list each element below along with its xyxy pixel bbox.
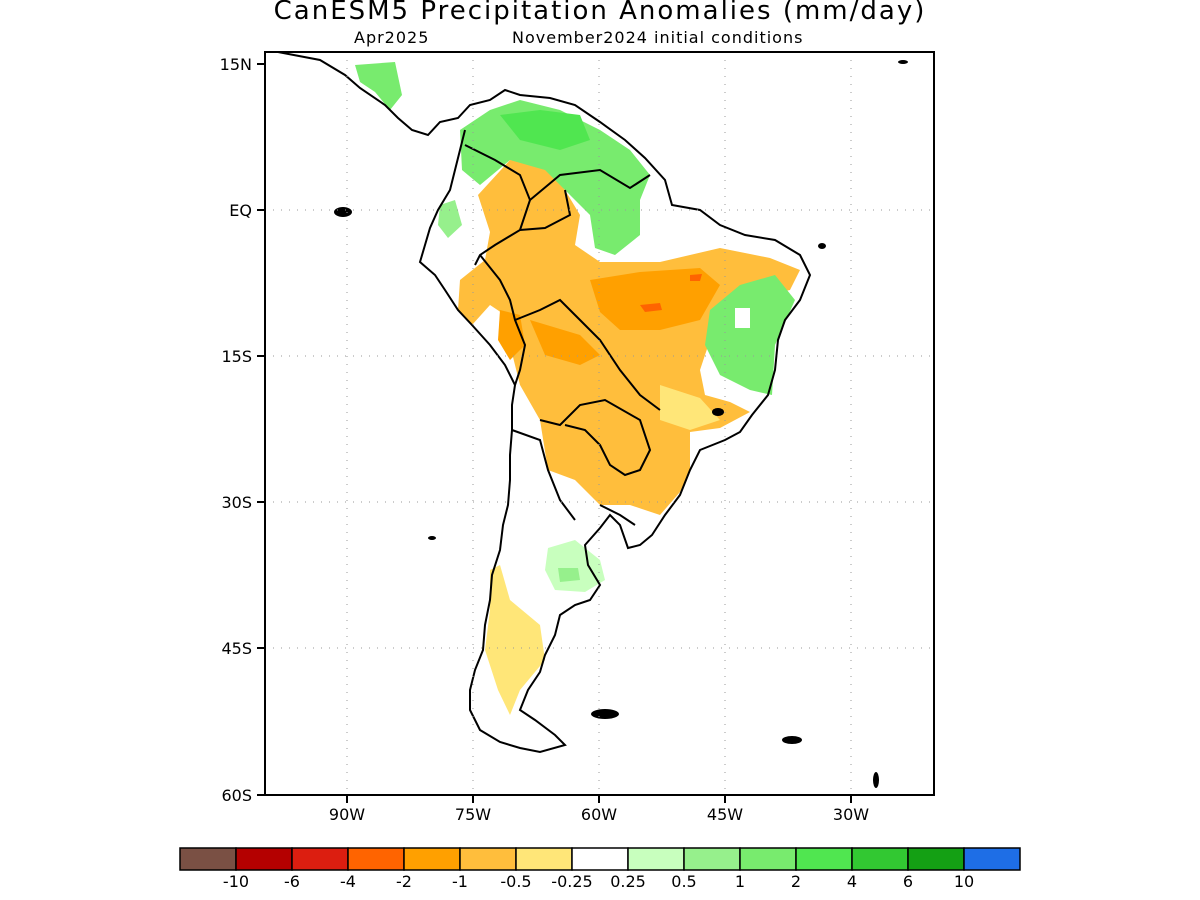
- colorbar-label: -2: [396, 872, 412, 891]
- colorbar-swatch: [459, 847, 517, 871]
- lat-tick-marks: [257, 63, 265, 796]
- lon-label-30w: 30W: [833, 805, 869, 824]
- colorbar-swatch: [627, 847, 685, 871]
- colorbar-swatch: [571, 847, 629, 871]
- lon-label-75w: 75W: [455, 805, 491, 824]
- colorbar-label: 6: [903, 872, 913, 891]
- colorbar-label: 0.5: [671, 872, 696, 891]
- islands: [334, 60, 908, 788]
- colorbar-swatch: [403, 847, 461, 871]
- lat-label-15s: 15S: [221, 347, 252, 366]
- colorbar-swatch: [851, 847, 909, 871]
- forecast-month: Apr2025: [354, 28, 430, 47]
- lat-label-30s: 30S: [221, 493, 252, 512]
- colorbar-label: 2: [791, 872, 801, 891]
- colorbar-swatch: [347, 847, 405, 871]
- lat-label-15n: 15N: [220, 55, 252, 74]
- colorbar-swatch: [291, 847, 349, 871]
- colorbar-labels: -10 -6 -4 -2 -1 -0.5 -0.25 0.25 0.5 1 2 4 6 10: [223, 872, 974, 891]
- lat-label-45s: 45S: [221, 639, 252, 658]
- colorbar-label: 1: [735, 872, 745, 891]
- colorbar-swatch: [795, 847, 853, 871]
- lat-label-60s: 60S: [221, 786, 252, 805]
- colorbar-label: -1: [452, 872, 468, 891]
- coastlines: [277, 52, 812, 754]
- colorbar-swatch: [179, 847, 237, 871]
- colorbar-label: -4: [340, 872, 356, 891]
- lon-label-90w: 90W: [329, 805, 365, 824]
- colorbar-label: -6: [284, 872, 300, 891]
- colorbar-swatch: [739, 847, 797, 871]
- lon-label-60w: 60W: [581, 805, 617, 824]
- colorbar-label: 0.25: [610, 872, 646, 891]
- lon-tick-marks: [346, 795, 852, 803]
- colorbar-label: 4: [847, 872, 857, 891]
- colorbar-label: -0.25: [551, 872, 592, 891]
- anomaly-fill: [355, 62, 800, 715]
- colorbar-label: 10: [954, 872, 974, 891]
- colorbar-swatch: [683, 847, 741, 871]
- lon-label-45w: 45W: [707, 805, 743, 824]
- colorbar-label: -0.5: [500, 872, 531, 891]
- map-title: CanESM5 Precipitation Anomalies (mm/day): [273, 0, 927, 26]
- colorbar: [179, 847, 1021, 871]
- colorbar-label: -10: [223, 872, 249, 891]
- colorbar-swatch: [235, 847, 293, 871]
- lat-label-eq: EQ: [229, 201, 252, 220]
- initial-conditions: November2024 initial conditions: [512, 28, 804, 47]
- colorbar-swatch: [963, 847, 1021, 871]
- colorbar-swatch: [515, 847, 573, 871]
- colorbar-swatch: [907, 847, 965, 871]
